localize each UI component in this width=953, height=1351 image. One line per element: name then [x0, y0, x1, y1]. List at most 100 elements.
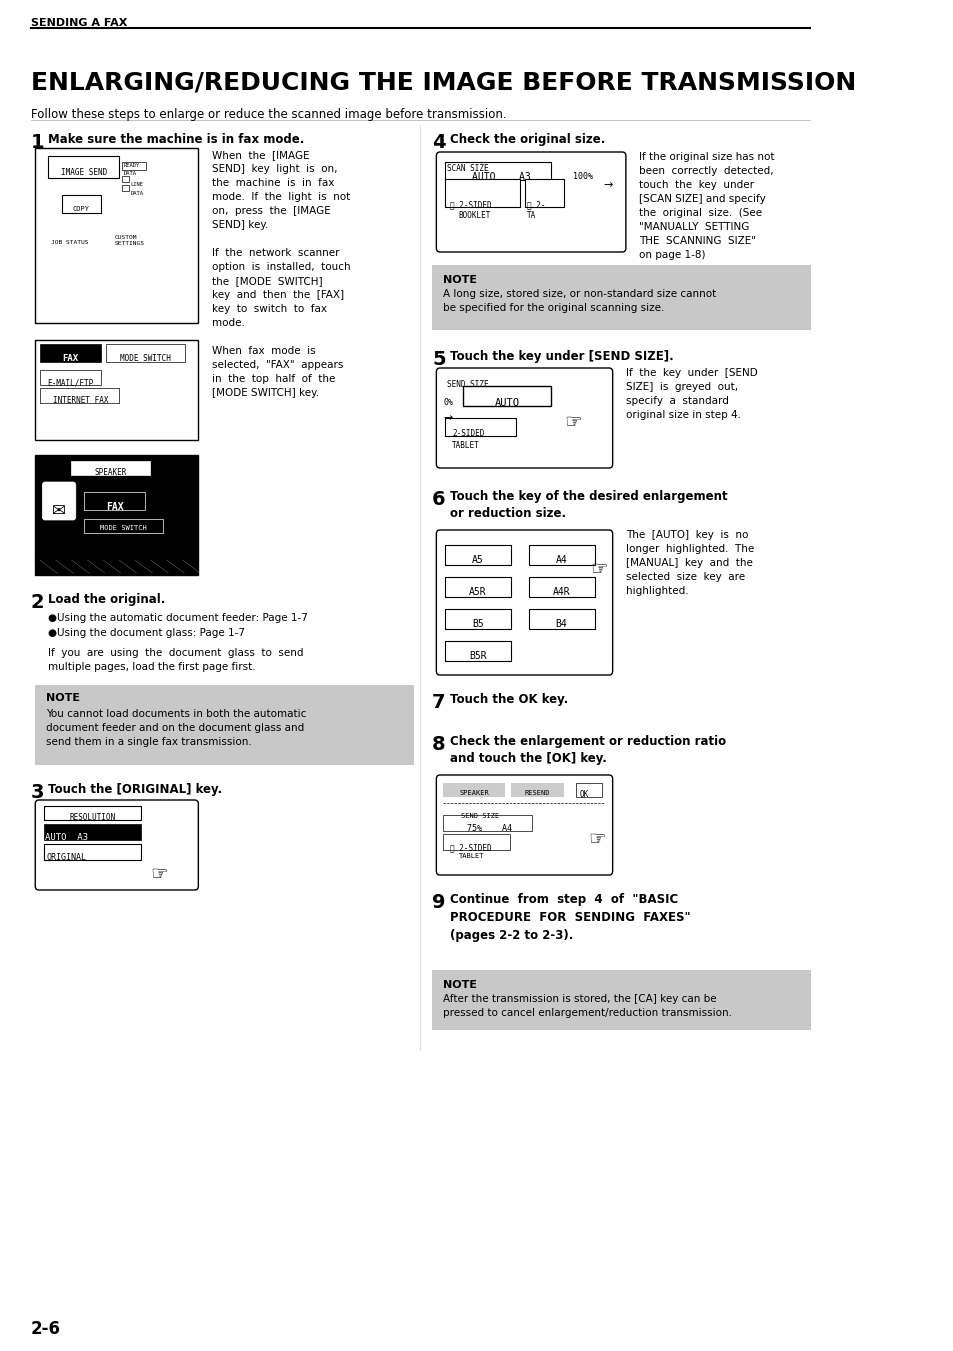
Bar: [35, 685, 414, 765]
Bar: [40, 388, 119, 403]
Text: SPEAKER: SPEAKER: [94, 467, 126, 477]
Text: Make sure the machine is in fax mode.: Make sure the machine is in fax mode.: [49, 132, 305, 146]
Bar: [524, 178, 563, 207]
Text: The  [AUTO]  key  is  no
longer  highlighted.  The
[MANUAL]  key  and  the
selec: The [AUTO] key is no longer highlighted.…: [625, 530, 753, 596]
Text: LINE: LINE: [131, 182, 143, 186]
Text: B5R: B5R: [469, 651, 486, 661]
Bar: [445, 640, 511, 661]
Text: 9: 9: [432, 893, 445, 912]
Text: SEND SIZE: SEND SIZE: [461, 813, 499, 819]
Text: 7: 7: [432, 693, 445, 712]
Bar: [106, 345, 185, 362]
Text: A4R: A4R: [552, 586, 570, 597]
Bar: [445, 544, 511, 565]
Text: TABLET: TABLET: [457, 852, 483, 859]
Text: TABLET: TABLET: [452, 440, 479, 450]
Text: ☞: ☞: [150, 865, 167, 884]
Text: 2-SIDED: 2-SIDED: [452, 430, 484, 438]
Text: Touch the key under [SEND SIZE].: Touch the key under [SEND SIZE].: [449, 350, 673, 363]
Text: Load the original.: Load the original.: [49, 593, 166, 607]
Text: ●Using the automatic document feeder: Page 1-7: ●Using the automatic document feeder: Pa…: [49, 613, 308, 623]
Text: SCAN SIZE: SCAN SIZE: [446, 163, 488, 173]
Bar: [432, 265, 810, 330]
Text: After the transmission is stored, the [CA] key can be
pressed to cancel enlargem: After the transmission is stored, the [C…: [442, 994, 731, 1019]
Text: DATA: DATA: [131, 190, 143, 196]
Text: RESEND: RESEND: [524, 790, 550, 796]
Text: ORIGINAL: ORIGINAL: [46, 852, 86, 862]
Text: 2-6: 2-6: [30, 1320, 61, 1337]
Bar: [445, 417, 516, 436]
Text: COPY: COPY: [72, 205, 90, 212]
FancyBboxPatch shape: [35, 800, 198, 890]
Bar: [122, 185, 129, 190]
FancyBboxPatch shape: [436, 367, 612, 467]
Text: 4: 4: [432, 132, 445, 153]
Text: 2: 2: [30, 593, 45, 612]
Text: 6: 6: [432, 490, 445, 509]
Bar: [445, 162, 551, 180]
Text: Check the original size.: Check the original size.: [449, 132, 604, 146]
Text: When  the  [IMAGE
SEND]  key  light  is  on,
the  machine  is  in  fax
mode.  If: When the [IMAGE SEND] key light is on, t…: [212, 150, 350, 399]
Bar: [40, 370, 101, 385]
Bar: [528, 609, 595, 630]
Bar: [49, 155, 119, 178]
Bar: [462, 386, 551, 407]
Text: 8: 8: [432, 735, 445, 754]
Text: If  you  are  using  the  document  glass  to  send
multiple pages, load the fir: If you are using the document glass to s…: [49, 648, 304, 671]
Text: NOTE: NOTE: [442, 276, 476, 285]
Text: MODE SWITCH: MODE SWITCH: [100, 526, 147, 531]
Text: MODE SWITCH: MODE SWITCH: [120, 354, 171, 363]
Text: OK: OK: [579, 790, 588, 798]
FancyBboxPatch shape: [436, 530, 612, 676]
Text: E-MAIL/FTP: E-MAIL/FTP: [48, 378, 93, 386]
Text: SEND SIZE: SEND SIZE: [446, 380, 488, 389]
Text: CUSTOM
SETTINGS: CUSTOM SETTINGS: [114, 235, 145, 246]
Text: SENDING A FAX: SENDING A FAX: [30, 18, 127, 28]
Text: A4: A4: [555, 555, 567, 565]
Text: TA: TA: [527, 211, 536, 220]
Text: SPEAKER: SPEAKER: [459, 790, 489, 796]
Text: You cannot load documents in both the automatic
document feeder and on the docum: You cannot load documents in both the au…: [46, 709, 306, 747]
Bar: [71, 461, 150, 476]
Text: ENLARGING/REDUCING THE IMAGE BEFORE TRANSMISSION: ENLARGING/REDUCING THE IMAGE BEFORE TRAN…: [30, 70, 855, 95]
Text: 0%: 0%: [443, 399, 453, 407]
FancyBboxPatch shape: [42, 482, 75, 520]
Text: B5: B5: [472, 619, 483, 630]
Text: 5: 5: [432, 350, 445, 369]
Bar: [84, 492, 145, 509]
Text: INTERNET FAX: INTERNET FAX: [53, 396, 109, 405]
Bar: [445, 577, 511, 597]
Text: Touch the [ORIGINAL] key.: Touch the [ORIGINAL] key.: [49, 784, 222, 796]
Bar: [84, 519, 163, 534]
Text: Follow these steps to enlarge or reduce the scanned image before transmission.: Follow these steps to enlarge or reduce …: [30, 108, 506, 122]
Text: →: →: [443, 413, 453, 423]
Text: A5: A5: [472, 555, 483, 565]
Bar: [511, 784, 563, 797]
Text: ⬛ 2-: ⬛ 2-: [527, 200, 545, 209]
Text: ☞: ☞: [587, 830, 605, 848]
Text: RESOLUTION: RESOLUTION: [70, 813, 115, 821]
Text: ✉: ✉: [52, 503, 66, 520]
Text: ☞: ☞: [563, 413, 581, 432]
Bar: [443, 834, 509, 850]
Bar: [35, 455, 198, 576]
Bar: [575, 784, 601, 797]
FancyBboxPatch shape: [436, 153, 625, 253]
Text: FAX: FAX: [106, 503, 123, 512]
Text: 3: 3: [30, 784, 44, 802]
Bar: [40, 345, 101, 362]
Bar: [445, 178, 519, 207]
Text: If  the  key  under  [SEND
SIZE]  is  greyed  out,
specify  a  standard
original: If the key under [SEND SIZE] is greyed o…: [625, 367, 757, 420]
Text: JOB STATUS: JOB STATUS: [51, 240, 89, 245]
Bar: [528, 544, 595, 565]
Bar: [528, 577, 595, 597]
Bar: [44, 824, 141, 840]
Bar: [62, 195, 101, 213]
Text: A5R: A5R: [469, 586, 486, 597]
Text: →: →: [603, 180, 613, 190]
Text: B4: B4: [555, 619, 567, 630]
Text: AUTO  A3: AUTO A3: [45, 834, 88, 842]
Text: A long size, stored size, or non-standard size cannot
be specified for the origi: A long size, stored size, or non-standar…: [442, 289, 715, 313]
Bar: [443, 784, 504, 797]
Text: READY: READY: [123, 163, 139, 168]
